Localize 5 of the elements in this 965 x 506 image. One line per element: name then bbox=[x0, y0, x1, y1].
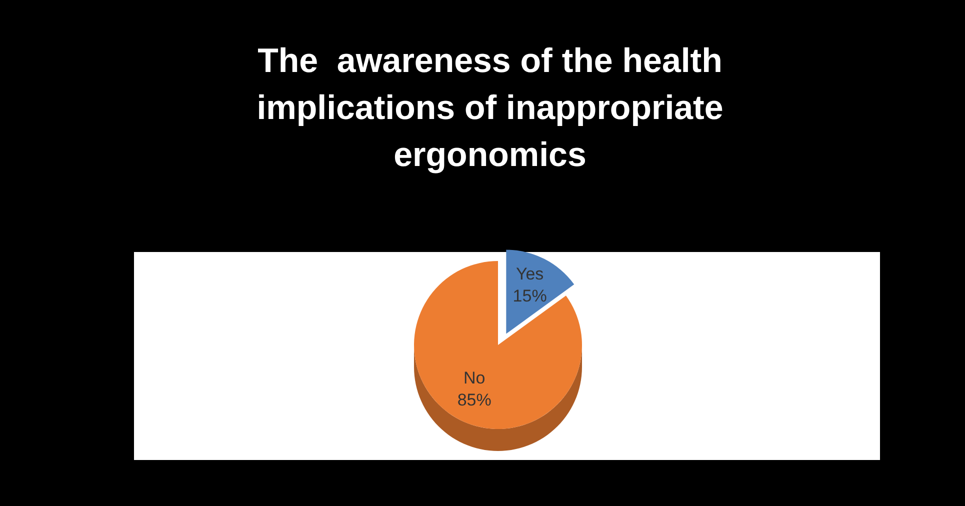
slice-label: No bbox=[463, 368, 486, 388]
slice-label: Yes bbox=[516, 264, 544, 284]
data-label: 85% bbox=[457, 390, 492, 410]
data-label: 15% bbox=[512, 286, 547, 306]
chart-title: The awareness of the health implications of inappropriate ergonomics bbox=[256, 42, 724, 174]
